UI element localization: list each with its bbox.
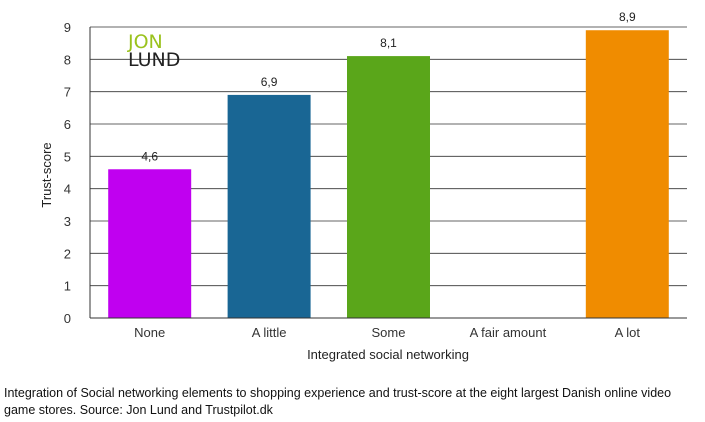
x-tick-label: Some	[372, 325, 406, 340]
figure-caption: Integration of Social networking element…	[4, 386, 672, 417]
y-tick-label: 4	[64, 182, 71, 197]
y-tick-label: 1	[64, 279, 71, 294]
x-tick-labels: None A little Some A fair amount A lot	[134, 325, 640, 340]
y-tick-label: 6	[64, 117, 71, 132]
data-labels: 4,6 6,9 8,1 8,9	[141, 10, 636, 163]
x-axis-title: Integrated social networking	[307, 347, 469, 362]
y-tick-label: 8	[64, 52, 71, 67]
y-tick-label: 9	[64, 20, 71, 35]
y-tick-labels: 0 1 2 3 4 5 6 7 8 9	[64, 20, 71, 326]
y-tick-label: 5	[64, 149, 71, 164]
bar-chart: 0 1 2 3 4 5 6 7 8 9 None A little Some A fair amount…	[39, 10, 687, 362]
bar	[585, 30, 669, 318]
data-label: 6,9	[261, 75, 278, 89]
axes	[89, 27, 687, 319]
logo-line-lund: LUND	[128, 49, 180, 71]
y-tick-label: 7	[64, 85, 71, 100]
data-label: 8,9	[619, 10, 636, 24]
bar	[108, 169, 192, 318]
logo-line-jon: JON	[127, 31, 163, 53]
y-tick-label: 3	[64, 214, 71, 229]
x-tick-label: A fair amount	[470, 325, 547, 340]
x-tick-label: None	[134, 325, 165, 340]
x-tick-label: A little	[252, 325, 287, 340]
y-axis-title: Trust-score	[39, 142, 54, 207]
jon-lund-logo: JON LUND	[127, 31, 180, 71]
y-tick-label: 0	[64, 311, 71, 326]
bar	[347, 56, 430, 318]
y-tick-label: 2	[64, 246, 71, 261]
x-tick-label: A lot	[615, 325, 641, 340]
bar	[227, 94, 311, 319]
bars	[108, 30, 669, 319]
data-label: 4,6	[141, 149, 158, 163]
data-label: 8,1	[380, 36, 397, 50]
